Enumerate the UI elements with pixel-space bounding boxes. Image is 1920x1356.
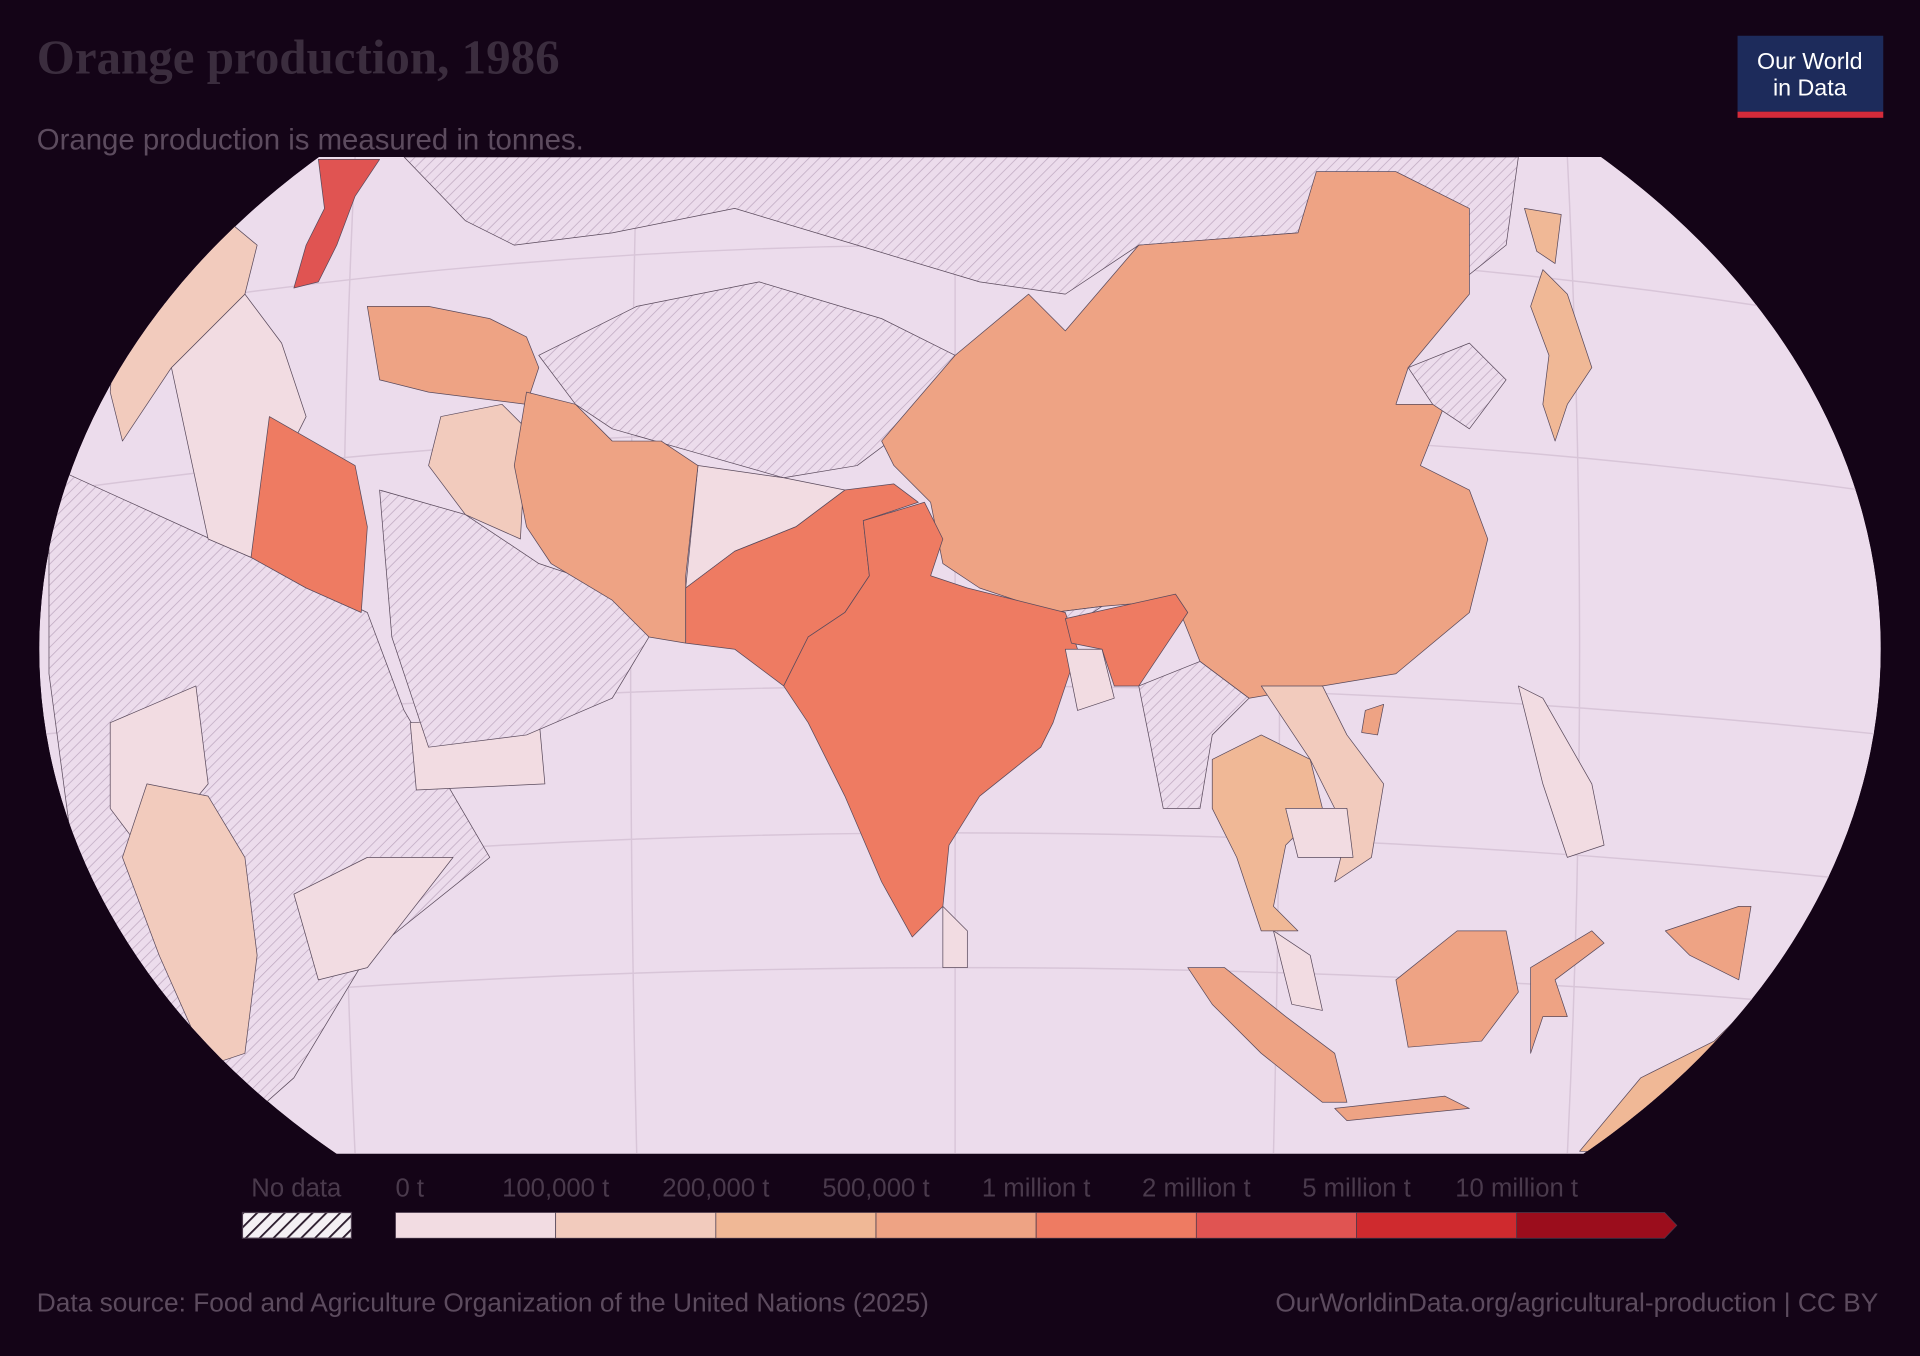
legend-label: 10 million t (1455, 1175, 1578, 1203)
legend: No data 0 t 100,000 t 200,000 t 500,000 t 1 … (241, 1175, 1678, 1239)
country (428, 403, 527, 540)
legend-swatch (1195, 1212, 1357, 1239)
country (293, 159, 380, 289)
country (1285, 808, 1354, 858)
source: Data source: Food and Agriculture Organi… (37, 1288, 929, 1318)
legend-swatch (555, 1212, 717, 1239)
logo-box (1737, 35, 1884, 112)
country (1064, 648, 1115, 711)
no-data-swatch (241, 1211, 353, 1239)
country (1273, 930, 1323, 1011)
graticule-line (1566, 156, 1581, 1154)
country (1530, 269, 1593, 442)
legend-swatch (1035, 1212, 1197, 1239)
legend-label: 200,000 t (662, 1175, 769, 1203)
logo-bar (1737, 111, 1884, 118)
country (1518, 685, 1605, 858)
countries (48, 156, 1764, 1154)
country (146, 201, 215, 258)
logo: Our World in Data (1737, 35, 1884, 118)
legend-label: 2 million t (1142, 1175, 1251, 1203)
legend-label: 100,000 t (502, 1175, 609, 1203)
country (1524, 208, 1562, 264)
country (1138, 661, 1250, 809)
country (379, 489, 650, 748)
legend-swatch (1356, 1212, 1518, 1239)
legend-swatch (1516, 1212, 1678, 1239)
legend-swatch (875, 1212, 1037, 1239)
country (1334, 1095, 1470, 1122)
logo-text: Our World (1757, 48, 1863, 74)
title: Orange production, 1986 (37, 30, 560, 85)
legend-label: 0 t (396, 1175, 425, 1203)
legend-label: 500,000 t (822, 1175, 929, 1203)
map (39, 156, 1881, 1154)
country (1407, 342, 1507, 430)
country (403, 156, 1519, 295)
country (783, 501, 1078, 938)
country (366, 306, 540, 405)
country (538, 281, 956, 479)
license: OurWorldinData.org/agricultural-producti… (1275, 1288, 1878, 1318)
country (1064, 593, 1189, 687)
legend-label: 5 million t (1302, 1175, 1411, 1203)
country (1530, 930, 1605, 1054)
legend-label: No data (251, 1175, 342, 1203)
country (942, 906, 968, 968)
legend-swatch (715, 1212, 877, 1239)
legend-swatch (395, 1212, 557, 1239)
country (122, 783, 258, 1066)
country (1664, 906, 1752, 981)
country (1260, 685, 1385, 883)
logo-text: in Data (1773, 75, 1847, 101)
country (1361, 703, 1385, 736)
country (1211, 734, 1323, 932)
subtitle: Orange production is measured in tonnes. (37, 124, 584, 157)
country (293, 857, 454, 981)
legend-label: 1 million t (982, 1175, 1091, 1203)
country (1395, 930, 1519, 1048)
country (250, 416, 368, 613)
country (1187, 967, 1348, 1103)
map-globe (39, 156, 1881, 1154)
